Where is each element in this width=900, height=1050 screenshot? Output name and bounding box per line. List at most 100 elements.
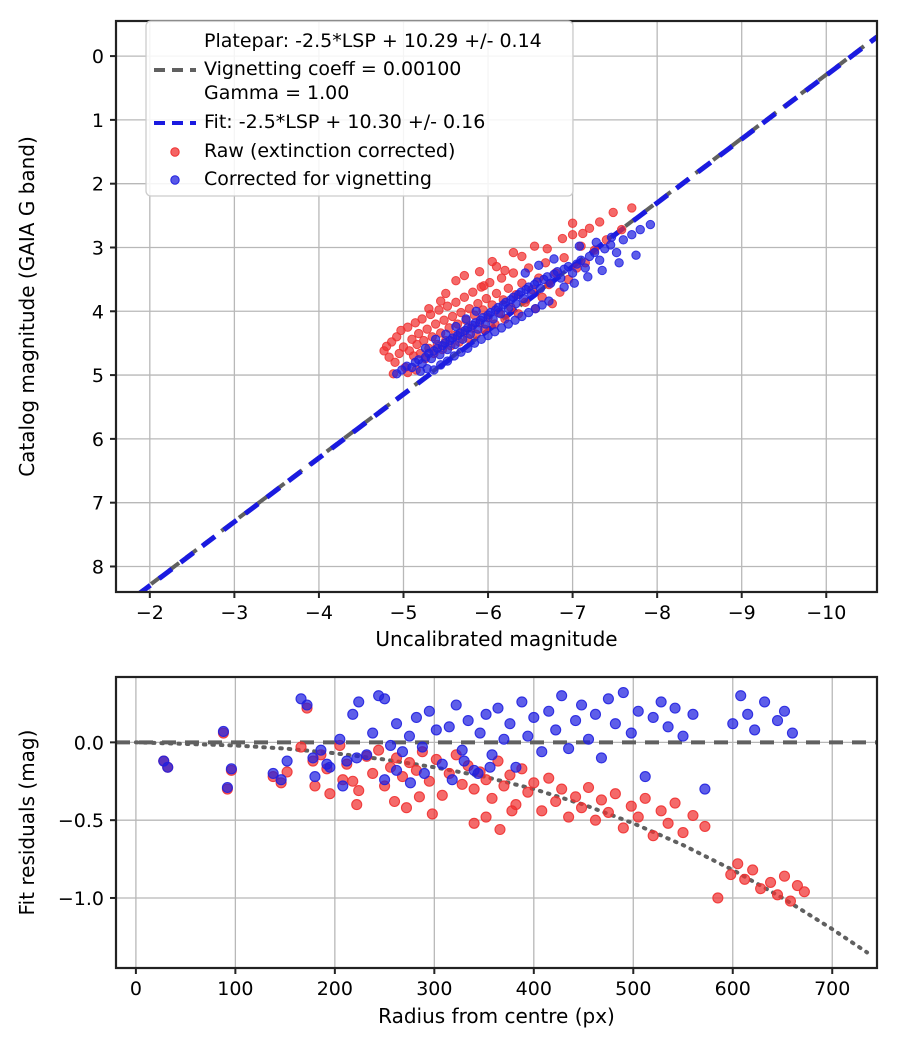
data-point (609, 718, 621, 730)
data-point (441, 329, 451, 339)
data-point (662, 721, 674, 733)
data-point (367, 767, 379, 780)
data-point (423, 705, 435, 717)
data-point (536, 746, 548, 758)
data-point (456, 778, 468, 790)
data-point (390, 357, 400, 368)
data-point (771, 715, 784, 727)
data-point (759, 696, 771, 708)
data-point (543, 772, 555, 784)
data-point (595, 752, 608, 764)
data-point (771, 889, 784, 901)
tick-label-y: −0.5 (58, 810, 104, 832)
data-point (410, 711, 422, 724)
data-point (583, 272, 593, 282)
legend-entry[interactable]: Fit: -2.5*LSP + 10.30 +/- 0.16 (154, 111, 485, 133)
data-point (450, 339, 460, 350)
data-point (450, 699, 462, 711)
panel2-gridlines (116, 677, 877, 968)
data-point (461, 314, 471, 324)
data-point (457, 334, 468, 345)
tick-label-x: 300 (416, 978, 452, 1000)
tick-label-y: 2 (92, 174, 104, 196)
data-point (435, 349, 445, 360)
legend-entry[interactable]: Corrected for vignetting (170, 168, 432, 190)
data-point (281, 755, 293, 767)
legend-entry[interactable]: Platepar: -2.5*LSP + 10.29 +/- 0.14 (204, 30, 542, 52)
data-point (423, 775, 435, 787)
data-point (687, 708, 699, 720)
data-point (390, 764, 403, 776)
data-point (275, 774, 287, 786)
data-point (534, 260, 544, 271)
data-point (367, 727, 379, 739)
data-point (496, 309, 506, 319)
data-point (492, 702, 504, 714)
data-point (480, 811, 492, 823)
data-point (503, 283, 514, 294)
data-point (786, 727, 798, 739)
data-point (442, 344, 453, 355)
panel2-data (116, 687, 877, 955)
data-point (522, 730, 534, 742)
data-point (556, 783, 568, 795)
data-point (439, 315, 449, 325)
data-point (602, 806, 614, 818)
data-point (791, 879, 803, 892)
panel1-xlabel: Uncalibrated magnitude (375, 627, 617, 651)
data-point (635, 224, 645, 235)
data-point (390, 718, 403, 730)
data-point (472, 767, 484, 780)
data-point (778, 870, 791, 882)
data-point (417, 314, 427, 324)
data-point (486, 792, 498, 804)
data-point (589, 247, 600, 258)
data-point (508, 268, 519, 278)
panel2-ylabel: Fit residuals (mag) (15, 730, 39, 916)
data-point (575, 802, 588, 814)
data-point (496, 273, 507, 283)
data-point (739, 873, 751, 885)
data-point (570, 715, 582, 727)
data-point (451, 275, 461, 286)
data-point (645, 219, 656, 230)
data-point (526, 288, 536, 299)
data-point (458, 755, 470, 767)
data-point (414, 328, 424, 339)
data-point (712, 892, 724, 904)
data-point (385, 739, 397, 752)
data-point (574, 241, 585, 251)
legend-entry[interactable]: Gamma = 1.00 (204, 82, 349, 104)
data-point (459, 270, 470, 281)
tick-label-y: 0.0 (74, 732, 104, 754)
data-point (430, 319, 441, 329)
data-point (529, 241, 540, 251)
data-point (418, 767, 430, 780)
data-point (396, 746, 409, 758)
data-point (747, 864, 759, 876)
legend-entry[interactable]: Raw (extinction corrected) (170, 140, 456, 162)
data-point (403, 730, 416, 742)
data-point (351, 752, 363, 764)
tick-label-y: 8 (92, 556, 104, 578)
data-point (725, 869, 737, 881)
fit-line-fit (137, 34, 877, 592)
scatter-series-corrected (392, 219, 656, 379)
tick-label-x: −10 (806, 602, 846, 624)
data-point (434, 305, 444, 315)
legend-entry[interactable]: Vignetting coeff = 0.00100 (154, 58, 461, 80)
data-point (468, 817, 480, 829)
residuals-panel: 0 100 200 300 400 500 600 700 0.0 −0.5 −1.0 Radius … (15, 675, 879, 1028)
data-point (516, 696, 528, 708)
data-point (324, 761, 336, 773)
data-point (609, 788, 621, 800)
data-point (627, 203, 637, 213)
data-point (606, 232, 617, 242)
data-point (511, 298, 521, 309)
tick-label-x: 0 (130, 978, 142, 1000)
data-point (687, 809, 699, 822)
data-point (510, 761, 522, 773)
data-point (465, 329, 475, 339)
tick-label-y: 4 (92, 301, 104, 323)
tick-label-y: 3 (92, 237, 104, 259)
